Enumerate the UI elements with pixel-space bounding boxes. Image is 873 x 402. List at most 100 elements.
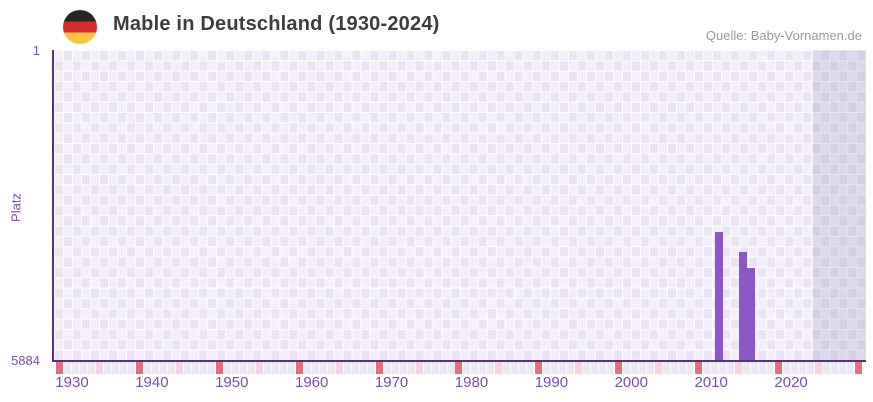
year-marker-1979 bbox=[447, 362, 455, 374]
year-marker-2003 bbox=[639, 362, 647, 374]
year-marker-1994 bbox=[567, 362, 575, 374]
year-marker-1995 bbox=[575, 362, 583, 374]
year-marker-1943 bbox=[159, 362, 167, 374]
y-axis-tick-top: 1 bbox=[32, 43, 40, 58]
year-marker-1981 bbox=[463, 362, 471, 374]
year-marker-2025 bbox=[815, 362, 823, 374]
year-marker-1956 bbox=[263, 362, 271, 374]
rank-bar-2012[interactable] bbox=[715, 232, 723, 360]
year-marker-2012 bbox=[711, 362, 719, 374]
y-axis-line bbox=[52, 50, 54, 362]
year-marker-1991 bbox=[543, 362, 551, 374]
year-marker-1953 bbox=[239, 362, 247, 374]
year-marker-2010 bbox=[695, 362, 703, 374]
x-axis-label-2010: 2010 bbox=[694, 374, 728, 391]
year-marker-2008 bbox=[679, 362, 687, 374]
year-marker-1961 bbox=[303, 362, 311, 374]
year-marker-1935 bbox=[95, 362, 103, 374]
year-marker-2020 bbox=[775, 362, 783, 374]
year-marker-1950 bbox=[215, 362, 223, 374]
year-marker-1967 bbox=[351, 362, 359, 374]
year-marker-1954 bbox=[247, 362, 255, 374]
year-marker-2001 bbox=[623, 362, 631, 374]
year-marker-1944 bbox=[167, 362, 175, 374]
year-marker-2002 bbox=[631, 362, 639, 374]
year-marker-1942 bbox=[151, 362, 159, 374]
year-marker-2018 bbox=[759, 362, 767, 374]
future-years-band bbox=[813, 50, 866, 360]
year-marker-1946 bbox=[183, 362, 191, 374]
source-label: Quelle: Baby-Vornamen.de bbox=[705, 28, 862, 43]
year-marker-1932 bbox=[71, 362, 79, 374]
year-marker-1936 bbox=[103, 362, 111, 374]
year-marker-1949 bbox=[207, 362, 215, 374]
year-marker-2021 bbox=[783, 362, 791, 374]
year-marker-1993 bbox=[559, 362, 567, 374]
year-marker-2028 bbox=[839, 362, 846, 374]
year-marker-1987 bbox=[511, 362, 519, 374]
year-marker-2005 bbox=[655, 362, 663, 374]
year-marker-1985 bbox=[495, 362, 503, 374]
year-marker-1984 bbox=[487, 362, 495, 374]
year-marker-2007 bbox=[671, 362, 679, 374]
year-marker-1962 bbox=[311, 362, 319, 374]
rank-bar-2015[interactable] bbox=[739, 251, 747, 360]
chart-title: Mable in Deutschland (1930-2024) bbox=[113, 13, 440, 35]
year-marker-1951 bbox=[223, 362, 231, 374]
year-marker-1937 bbox=[111, 362, 119, 374]
year-marker-1963 bbox=[319, 362, 327, 374]
x-axis-label-2000: 2000 bbox=[614, 374, 648, 391]
year-marker-1976 bbox=[423, 362, 431, 374]
year-marker-2004 bbox=[647, 362, 655, 374]
year-marker-2027 bbox=[831, 362, 839, 374]
year-marker-1999 bbox=[607, 362, 615, 374]
year-marker-1940 bbox=[135, 362, 143, 374]
year-marker-1957 bbox=[271, 362, 279, 374]
year-marker-2009 bbox=[687, 362, 695, 374]
year-marker-2011 bbox=[703, 362, 711, 374]
year-marker-1964 bbox=[327, 362, 335, 374]
year-marker-2016 bbox=[743, 362, 751, 374]
x-axis-label-1980: 1980 bbox=[454, 374, 489, 391]
year-marker-2026 bbox=[823, 362, 831, 374]
year-marker-1958 bbox=[279, 362, 287, 374]
year-marker-1980 bbox=[455, 362, 463, 374]
year-marker-1997 bbox=[591, 362, 599, 374]
y-axis-tick-bottom: 5884 bbox=[11, 353, 40, 368]
year-marker-1969 bbox=[367, 362, 375, 374]
year-marker-1945 bbox=[175, 362, 183, 374]
year-marker-1977 bbox=[431, 362, 439, 374]
year-marker-2006 bbox=[663, 362, 671, 374]
year-marker-1952 bbox=[231, 362, 239, 374]
year-marker-2024 bbox=[807, 362, 815, 374]
year-marker-1965 bbox=[335, 362, 343, 374]
year-marker-2015 bbox=[735, 362, 743, 374]
year-marker-1933 bbox=[79, 362, 87, 374]
year-marker-2014 bbox=[727, 362, 735, 374]
year-marker-1960 bbox=[295, 362, 303, 374]
year-marker-1948 bbox=[199, 362, 207, 374]
year-marker-1989 bbox=[527, 362, 535, 374]
year-marker-1974 bbox=[407, 362, 415, 374]
x-axis-label-2020: 2020 bbox=[774, 374, 808, 391]
year-marker-2017 bbox=[751, 362, 759, 374]
year-marker-2013 bbox=[719, 362, 727, 374]
year-marker-1970 bbox=[375, 362, 383, 374]
year-marker-1941 bbox=[143, 362, 151, 374]
year-marker-1978 bbox=[439, 362, 447, 374]
x-axis-label-1970: 1970 bbox=[374, 374, 409, 391]
year-marker-1982 bbox=[471, 362, 479, 374]
x-axis-line bbox=[52, 360, 866, 362]
year-marker-1930 bbox=[55, 362, 63, 374]
german-flag-icon bbox=[63, 10, 97, 44]
year-marker-1996 bbox=[583, 362, 591, 374]
year-marker-2029 bbox=[847, 362, 854, 374]
rank-bar-2016[interactable] bbox=[747, 268, 755, 360]
year-marker-1934 bbox=[87, 362, 95, 374]
year-marker-1955 bbox=[255, 362, 263, 374]
year-marker-1966 bbox=[343, 362, 351, 374]
year-marker-1992 bbox=[551, 362, 559, 374]
year-marker-2030 bbox=[854, 362, 862, 374]
x-axis-label-1950: 1950 bbox=[215, 374, 249, 391]
